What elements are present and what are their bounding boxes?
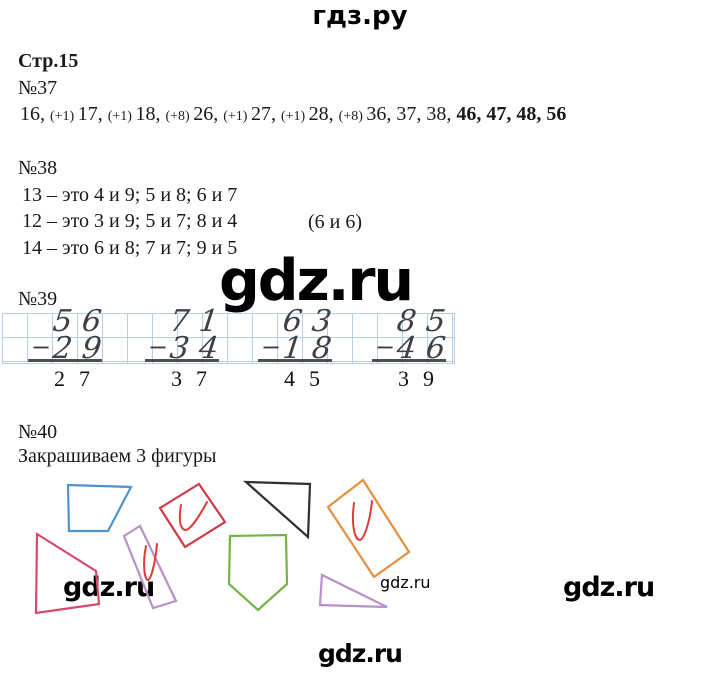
seq-part: 16, [20, 103, 50, 125]
seq-part: 18, [135, 103, 166, 125]
minus-sign: − [375, 333, 396, 361]
task38-note: (6 и 6) [308, 211, 363, 233]
watermark-figures-right: gdz.ru [563, 572, 655, 603]
task37-label: №37 [18, 77, 58, 99]
result-line [28, 359, 102, 362]
seq-increment: (+1) [223, 109, 251, 124]
figures-canvas [34, 478, 411, 615]
task38-line: 13 – это 4 и 9; 5 и 8; 6 и 7 [22, 184, 238, 206]
watermark-center: gdz.ru [219, 248, 414, 314]
result-line [372, 359, 446, 362]
shape-green-pentagon [227, 533, 289, 612]
page-title: Стр.15 [18, 50, 79, 72]
seq-part: 17, [77, 103, 108, 125]
subtraction-problem: − 71 34 37 [145, 304, 230, 393]
seq-increment: (+1) [280, 109, 309, 124]
shape-black-triangle [242, 480, 312, 540]
task38-line: 12 – это 3 и 9; 5 и 7; 8 и 4 [22, 210, 238, 232]
seq-part: 27, [250, 103, 281, 125]
seq-answer-part: 46, 47, 48, 56 [456, 103, 567, 125]
seq-increment: (+1) [50, 109, 78, 124]
result-line [258, 359, 332, 362]
watermark-bottom: gdz.ru [318, 639, 403, 668]
checkmark-icon [351, 500, 373, 542]
task38-label: №38 [18, 157, 58, 179]
shape-orange-rectangle [326, 478, 411, 579]
minus-sign: − [148, 333, 169, 361]
checkmark-icon [143, 543, 158, 582]
shape-violet-triangle [318, 573, 388, 609]
subtraction-problem: − 63 18 45 [258, 304, 343, 393]
shape-plum-thin-rectangle [122, 524, 178, 610]
squared-paper-grid [2, 313, 455, 364]
task40-caption: Закрашиваем 3 фигуры [18, 445, 217, 467]
answer: 45 [284, 366, 334, 391]
minus-sign: − [31, 333, 52, 361]
subtraction-problem: − 56 29 27 [28, 304, 113, 393]
seq-part: 28, [308, 103, 339, 125]
watermark-site-header: гдз.ру [312, 1, 408, 31]
watermark-figures-small: gdz.ru [380, 573, 431, 592]
shape-crimson-quadrilateral [34, 532, 101, 615]
seq-part: 36, 37, 38, [366, 103, 457, 125]
shape-red-square [158, 482, 227, 549]
seq-increment: (+8) [338, 109, 367, 124]
task37-sequence: 16, (+1) 17, (+1) 18, (+8) 26, (+1) 27, … [20, 103, 566, 126]
answer: 27 [54, 366, 104, 391]
checkmark-icon [178, 501, 208, 532]
shape-blue-trapezoid [66, 483, 133, 533]
answer: 39 [398, 366, 448, 391]
result-line [145, 359, 219, 362]
task39-label: №39 [18, 288, 58, 310]
subtraction-problem: − 85 46 39 [372, 304, 457, 393]
seq-increment: (+1) [107, 109, 136, 124]
task38-line: 14 – это 6 и 8; 7 и 7; 9 и 5 [22, 237, 238, 259]
answer: 37 [171, 366, 221, 391]
minus-sign: − [261, 333, 282, 361]
seq-part: 26, [193, 103, 224, 125]
seq-increment: (+8) [165, 109, 194, 124]
task40-label: №40 [18, 421, 58, 443]
